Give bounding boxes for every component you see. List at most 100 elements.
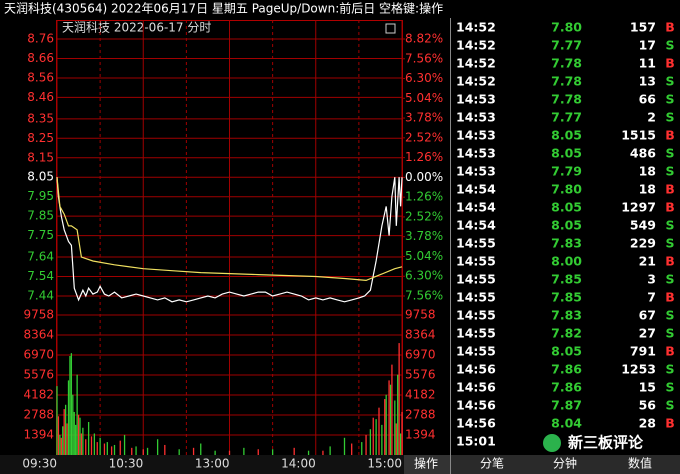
y2-tick-label: 1394 <box>405 428 436 442</box>
y2-tick-label: 1.26% <box>405 190 443 204</box>
trade-volume: 1253 <box>621 362 656 377</box>
y2-tick-label: 4182 <box>405 388 436 402</box>
y2-tick-label: 6970 <box>405 348 436 362</box>
y-tick-label: 8.46 <box>27 90 54 104</box>
trade-side: S <box>665 38 674 53</box>
watermark-icon <box>543 434 561 452</box>
y-tick-label: 9758 <box>23 308 54 322</box>
trade-side: B <box>665 254 675 269</box>
trade-volume: 486 <box>630 146 656 161</box>
trade-time: 14:52 <box>456 20 496 35</box>
trade-price: 8.05 <box>551 146 582 161</box>
y2-tick-label: 7.56% <box>405 51 443 65</box>
y-tick-label: 7.95 <box>27 189 54 203</box>
price-line <box>56 177 403 282</box>
trade-time: 14:55 <box>456 326 496 341</box>
trade-time: 14:56 <box>456 362 496 377</box>
trade-volume: 3 <box>647 272 656 287</box>
y-tick-label: 7.64 <box>27 250 54 264</box>
trade-price: 8.05 <box>551 218 582 233</box>
tab[interactable]: 分钟 <box>553 456 577 471</box>
trade-time: 14:53 <box>456 128 496 143</box>
trade-price: 7.83 <box>551 308 582 323</box>
y2-tick-label: 5576 <box>405 368 436 382</box>
y-tick-label: 8.15 <box>27 150 54 164</box>
y-tick-label: 2788 <box>23 408 54 422</box>
trade-volume: 56 <box>639 398 657 413</box>
y2-tick-label: 8364 <box>405 328 436 342</box>
x-tick-label: 09:30 <box>22 457 57 471</box>
y2-tick-label: 6.30% <box>405 71 443 85</box>
y-tick-label: 7.75 <box>27 228 54 242</box>
trade-volume: 27 <box>639 326 656 341</box>
watermark: 新三板评论 <box>568 434 644 452</box>
trade-price: 7.78 <box>551 74 582 89</box>
trade-price: 7.80 <box>551 20 582 35</box>
y-tick-label: 5576 <box>23 368 54 382</box>
trade-volume: 791 <box>630 344 656 359</box>
trade-side: S <box>665 308 674 323</box>
trade-side: S <box>665 362 674 377</box>
trade-time: 14:53 <box>456 164 496 179</box>
trade-side: B <box>665 416 675 431</box>
trade-price: 7.83 <box>551 236 582 251</box>
trade-price: 7.85 <box>551 272 582 287</box>
trade-time: 14:54 <box>456 218 496 233</box>
window-title: 天润科技(430564) 2022年06月17日 星期五 PageUp/Down… <box>4 1 443 16</box>
trade-side: S <box>665 164 674 179</box>
trade-time: 14:53 <box>456 92 496 107</box>
trade-time: 14:55 <box>456 236 496 251</box>
trade-price: 8.00 <box>551 254 582 269</box>
trade-time: 14:53 <box>456 110 496 125</box>
trade-price: 8.04 <box>551 416 582 431</box>
y-tick-label: 7.54 <box>27 269 54 283</box>
y2-tick-label: 3.78% <box>405 229 443 243</box>
trade-volume: 28 <box>639 416 656 431</box>
y2-tick-label: 5.04% <box>405 91 443 105</box>
trade-volume: 66 <box>639 92 657 107</box>
trade-volume: 7 <box>647 290 656 305</box>
trade-price: 8.05 <box>551 128 582 143</box>
y2-tick-label: 2.52% <box>405 130 443 144</box>
tab[interactable]: 分笔 <box>480 456 504 471</box>
trade-price: 7.82 <box>551 326 582 341</box>
trade-price: 7.85 <box>551 290 582 305</box>
y-tick-label: 8.05 <box>27 170 54 184</box>
trade-volume: 18 <box>639 182 656 197</box>
side-tab-bg[interactable] <box>404 455 450 474</box>
trade-price: 7.86 <box>551 380 582 395</box>
trade-side: S <box>665 92 674 107</box>
trade-price: 7.78 <box>551 56 582 71</box>
trade-side: S <box>665 146 674 161</box>
trade-price: 7.86 <box>551 362 582 377</box>
side-tab[interactable]: 操作 <box>414 456 438 471</box>
trade-side: B <box>665 344 675 359</box>
trade-volume: 229 <box>630 236 656 251</box>
tab[interactable]: 数值 <box>628 456 652 471</box>
trade-time: 14:53 <box>456 146 496 161</box>
y-tick-label: 4182 <box>23 388 54 402</box>
trade-price: 7.77 <box>551 110 582 125</box>
trade-price: 7.87 <box>551 398 582 413</box>
trade-side: S <box>665 74 674 89</box>
trade-side: B <box>665 128 675 143</box>
time-axis-bar <box>0 455 450 474</box>
x-tick-label: 14:00 <box>281 457 316 471</box>
trade-side: B <box>665 182 675 197</box>
trade-price: 7.77 <box>551 38 582 53</box>
trade-price: 7.79 <box>551 164 582 179</box>
trade-time: 14:52 <box>456 38 496 53</box>
y2-tick-label: 3.78% <box>405 111 443 125</box>
pane-icon <box>385 23 396 34</box>
y2-tick-label: 6.30% <box>405 269 443 283</box>
tab-bar <box>451 455 680 474</box>
trade-time: 14:56 <box>456 416 496 431</box>
trade-time: 14:55 <box>456 290 496 305</box>
trade-time: 14:55 <box>456 254 496 269</box>
y-tick-label: 8.76 <box>27 32 54 46</box>
x-tick-label: 13:00 <box>195 457 230 471</box>
trade-time: 15:01 <box>456 434 496 449</box>
trade-side: S <box>665 110 674 125</box>
trade-list: 14:52 7.80 157 B14:52 7.77 17 S14:52 7.78 11 B14:… <box>456 20 675 449</box>
